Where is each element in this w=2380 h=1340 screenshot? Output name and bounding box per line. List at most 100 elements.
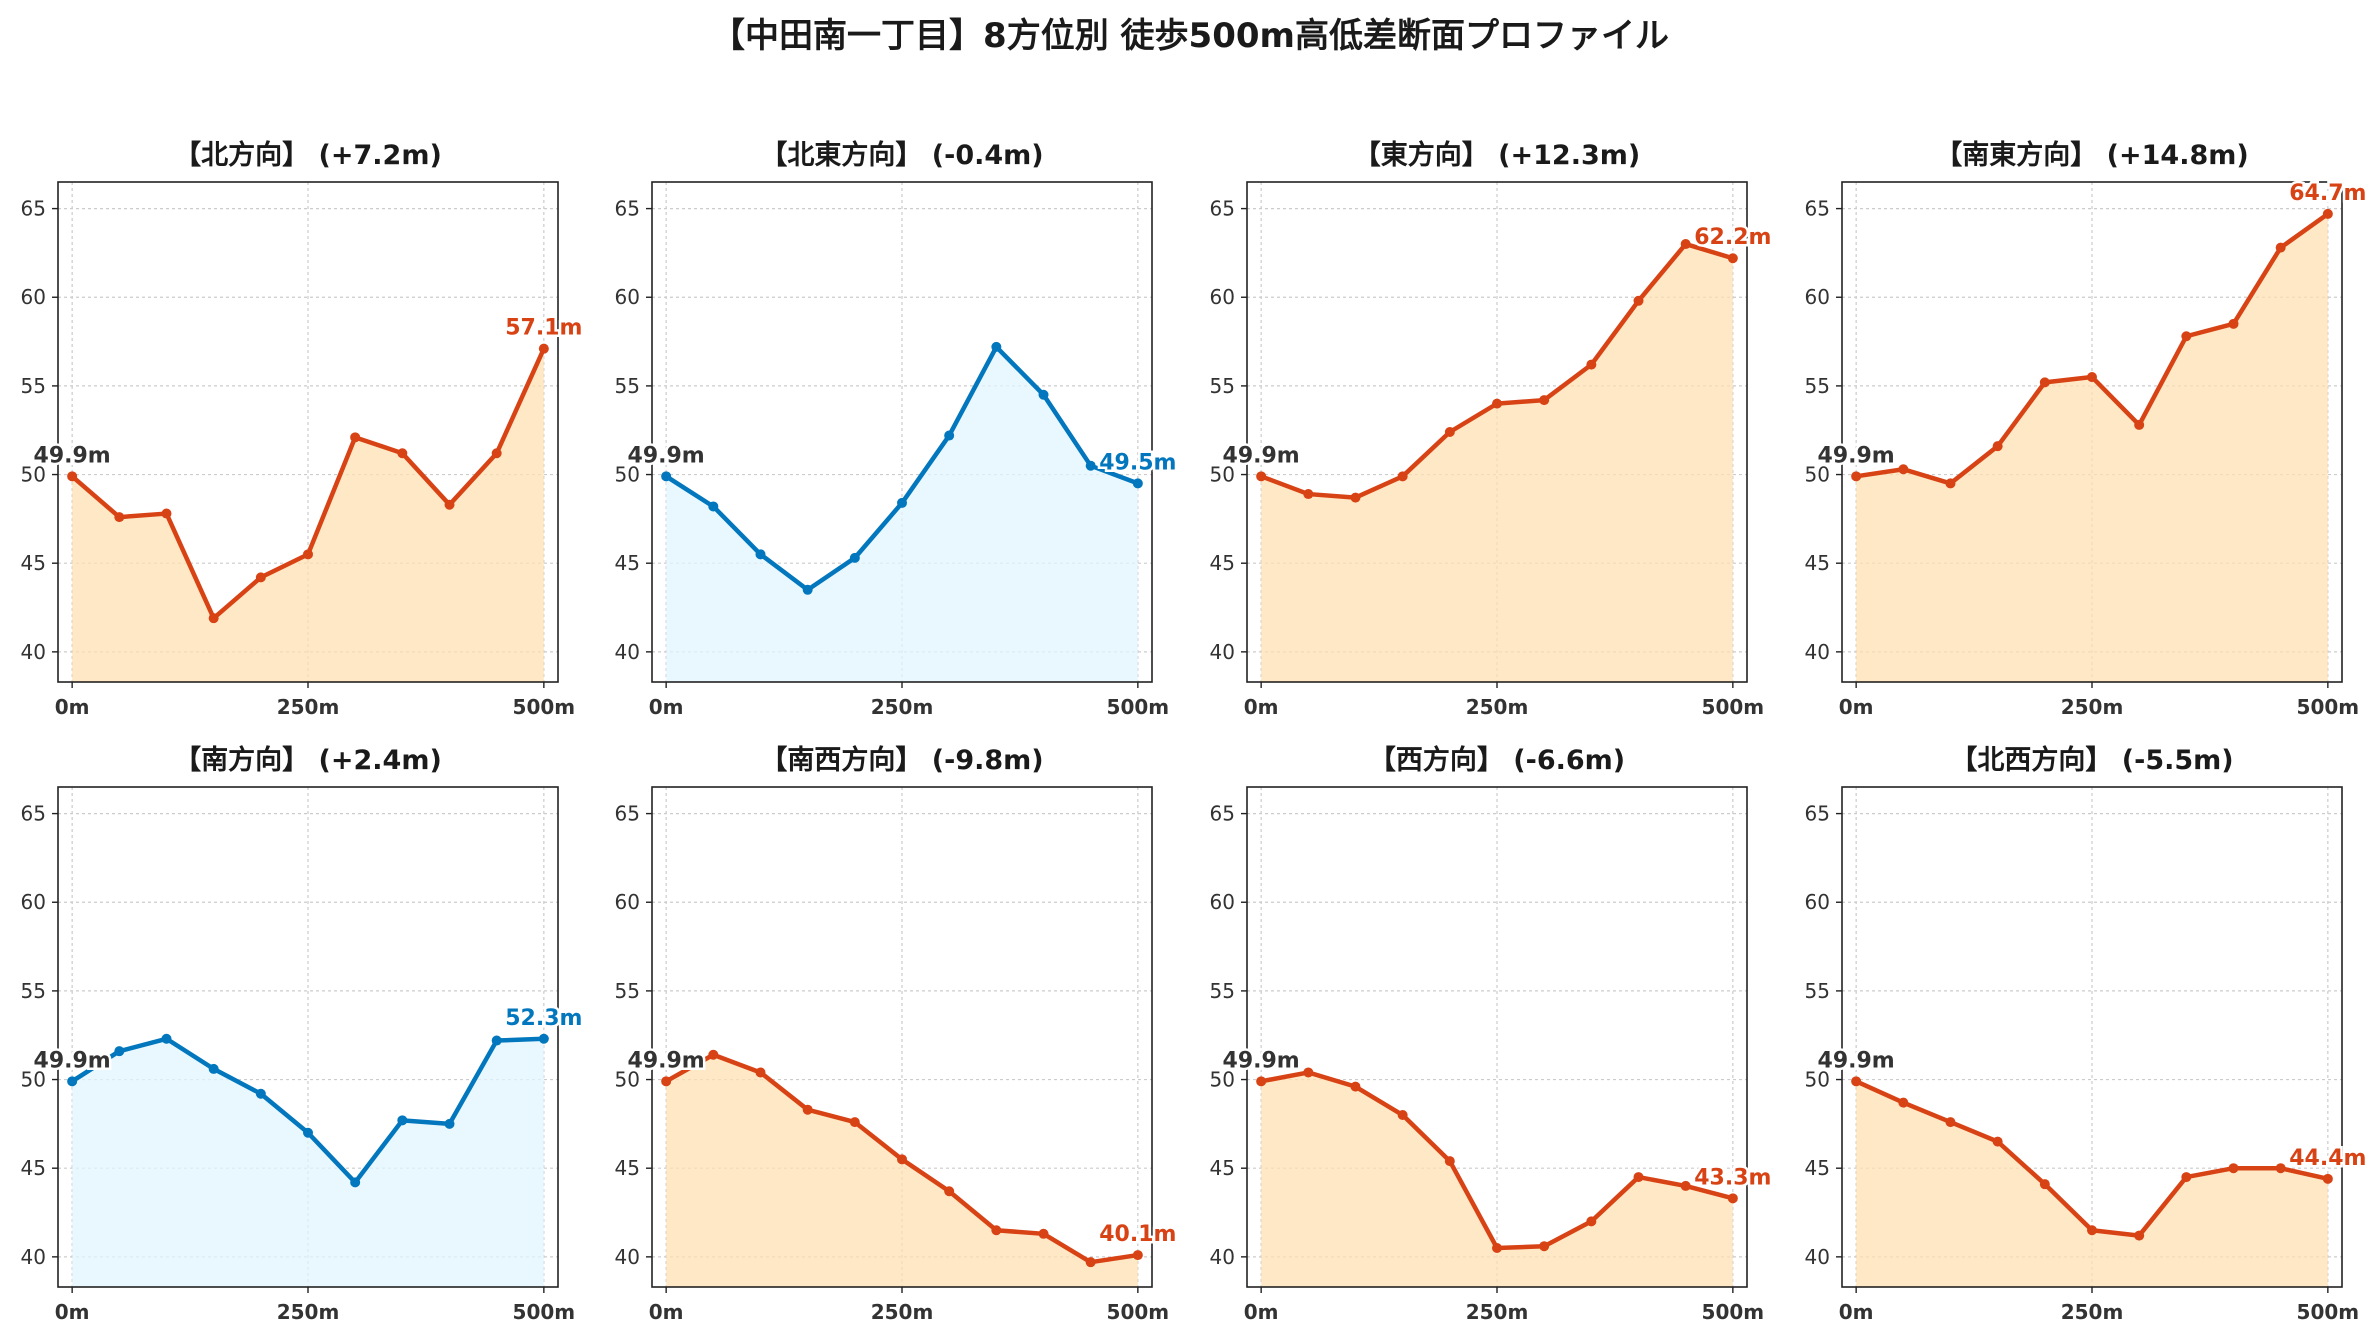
data-point — [2275, 242, 2286, 253]
x-tick-label: 500m — [1107, 695, 1170, 719]
panel-title: 【南東方向】 (+14.8m) — [1935, 139, 2248, 171]
y-tick-label: 65 — [615, 197, 640, 221]
data-point — [1851, 471, 1862, 482]
x-tick-label: 250m — [1466, 695, 1529, 719]
start-elevation-label: 49.9m — [1818, 443, 1895, 468]
data-point — [1586, 1216, 1597, 1227]
y-tick-label: 40 — [615, 640, 640, 664]
data-point — [350, 432, 361, 443]
data-point — [991, 1225, 1002, 1236]
data-point — [67, 1076, 78, 1087]
data-point — [991, 341, 1002, 352]
x-tick-label: 500m — [1702, 1300, 1765, 1324]
y-tick-label: 45 — [1805, 1156, 1830, 1180]
data-point — [397, 1115, 408, 1126]
data-point — [755, 1067, 766, 1078]
x-tick-label: 0m — [1839, 695, 1874, 719]
y-tick-label: 50 — [1210, 1068, 1235, 1092]
data-point — [1680, 1180, 1691, 1191]
data-point — [1303, 1067, 1314, 1078]
x-tick-label: 0m — [1839, 1300, 1874, 1324]
y-tick-label: 50 — [21, 463, 46, 487]
x-tick-label: 250m — [871, 1300, 934, 1324]
profile-area — [1261, 1072, 1733, 1287]
y-tick-label: 40 — [615, 1245, 640, 1269]
data-point — [1397, 1110, 1408, 1121]
data-point — [538, 343, 549, 354]
data-point — [2322, 208, 2333, 219]
data-point — [538, 1033, 549, 1044]
data-point — [1945, 1117, 1956, 1128]
data-point — [114, 1046, 125, 1057]
x-tick-label: 250m — [277, 1300, 340, 1324]
data-point — [2228, 318, 2239, 329]
end-elevation-label: 49.5m — [1099, 450, 1176, 475]
y-tick-label: 45 — [1210, 1156, 1235, 1180]
data-point — [1350, 1081, 1361, 1092]
end-elevation-label: 44.4m — [2289, 1146, 2366, 1171]
end-elevation-label: 62.2m — [1694, 225, 1771, 250]
y-tick-label: 55 — [21, 374, 46, 398]
data-point — [1633, 1172, 1644, 1183]
x-tick-label: 500m — [2297, 1300, 2360, 1324]
start-elevation-label: 49.9m — [1223, 443, 1300, 468]
x-tick-label: 250m — [1466, 1300, 1529, 1324]
data-point — [303, 549, 313, 560]
y-tick-label: 60 — [615, 890, 640, 914]
panel-title: 【北西方向】 (-5.5m) — [1950, 744, 2233, 776]
profile-area — [666, 346, 1138, 682]
y-tick-label: 60 — [21, 890, 46, 914]
data-point — [2134, 1230, 2145, 1241]
y-tick-label: 50 — [21, 1068, 46, 1092]
data-point — [350, 1177, 361, 1188]
panel-5: 【南西方向】 (-9.8m) 40 45 50 55 60 65 0m 250m 500m 49.9… — [615, 744, 1179, 1324]
y-tick-label: 40 — [21, 640, 46, 664]
y-tick-label: 50 — [615, 1068, 640, 1092]
y-tick-label: 60 — [21, 285, 46, 309]
data-point — [114, 512, 125, 523]
panel-4: 【南方向】 (+2.4m) 40 45 50 55 60 65 0m 250m 500m 49.9m… — [21, 744, 585, 1324]
panel-7: 【北西方向】 (-5.5m) 40 45 50 55 60 65 0m 250m 500m 49.9… — [1805, 744, 2369, 1324]
panel-title: 【東方向】 (+12.3m) — [1354, 139, 1640, 171]
y-tick-label: 45 — [1805, 551, 1830, 575]
start-elevation-label: 49.9m — [628, 1048, 705, 1073]
x-tick-label: 250m — [871, 695, 934, 719]
y-tick-label: 50 — [1805, 1068, 1830, 1092]
data-point — [255, 572, 266, 583]
data-point — [208, 1063, 219, 1074]
y-tick-label: 65 — [1805, 197, 1830, 221]
x-tick-label: 500m — [1702, 695, 1765, 719]
y-tick-label: 55 — [21, 979, 46, 1003]
data-point — [1727, 1193, 1738, 1204]
panel-title: 【北東方向】 (-0.4m) — [760, 139, 1043, 171]
data-point — [1038, 1228, 1049, 1239]
panel-3: 【南東方向】 (+14.8m) 40 45 50 55 60 65 0m 250m 500m 49.… — [1805, 139, 2369, 719]
x-tick-label: 0m — [55, 695, 90, 719]
y-tick-label: 50 — [1805, 463, 1830, 487]
data-point — [1492, 398, 1502, 409]
panel-title: 【南西方向】 (-9.8m) — [760, 744, 1043, 776]
panel-1: 【北東方向】 (-0.4m) 40 45 50 55 60 65 0m 250m 500m 49.9… — [615, 139, 1179, 719]
data-point — [661, 1076, 672, 1087]
data-point — [1444, 1156, 1455, 1167]
end-elevation-label: 64.7m — [2289, 181, 2366, 206]
start-elevation-label: 49.9m — [628, 443, 705, 468]
x-tick-label: 0m — [1244, 695, 1279, 719]
figure-title: 【中田南一丁目】8方位別 徒歩500m高低差断面プロファイル — [711, 16, 1669, 56]
y-tick-label: 65 — [1805, 802, 1830, 826]
data-point — [1851, 1076, 1862, 1087]
data-point — [2087, 372, 2097, 383]
data-point — [897, 1154, 907, 1165]
data-point — [444, 1118, 455, 1129]
x-tick-label: 500m — [513, 695, 576, 719]
panel-6: 【西方向】 (-6.6m) 40 45 50 55 60 65 0m 250m 500m 49.9m… — [1210, 744, 1774, 1324]
y-tick-label: 55 — [1210, 979, 1235, 1003]
data-point — [944, 1186, 955, 1197]
y-tick-label: 55 — [615, 979, 640, 1003]
y-tick-label: 45 — [1210, 551, 1235, 575]
y-tick-label: 65 — [1210, 197, 1235, 221]
end-elevation-label: 43.3m — [1694, 1165, 1771, 1190]
data-point — [1992, 441, 2003, 452]
panel-0: 【北方向】 (+7.2m) 40 45 50 55 60 65 0m 250m 500m 49.9m… — [21, 139, 585, 719]
data-point — [1898, 1097, 1909, 1108]
